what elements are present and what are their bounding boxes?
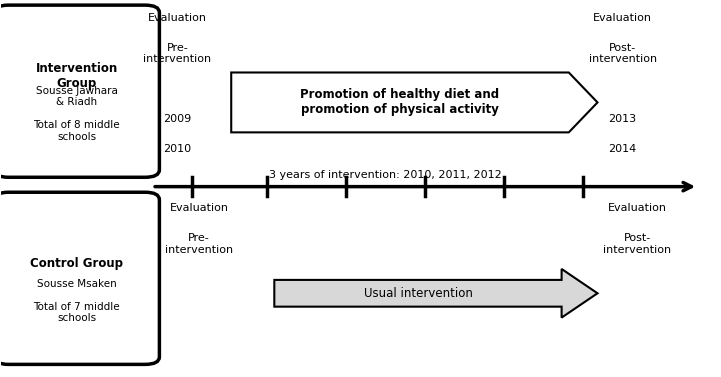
Text: Control Group: Control Group [30,257,123,270]
Polygon shape [274,269,598,317]
Text: Sousse Msaken

Total of 7 middle
schools: Sousse Msaken Total of 7 middle schools [33,267,120,323]
Text: Post-
intervention: Post- intervention [588,43,657,64]
Text: Promotion of healthy diet and
promotion of physical activity: Promotion of healthy diet and promotion … [301,89,500,116]
Text: 2014: 2014 [609,144,637,153]
Text: 2013: 2013 [609,113,637,124]
Text: Evaluation: Evaluation [608,204,666,213]
Text: 2010: 2010 [163,144,191,153]
Text: 2009: 2009 [163,113,192,124]
Polygon shape [231,72,598,132]
FancyBboxPatch shape [0,192,159,365]
Text: Pre-
intervention: Pre- intervention [143,43,211,64]
Text: Post-
intervention: Post- intervention [603,233,671,255]
Text: Pre-
intervention: Pre- intervention [165,233,233,255]
Text: Usual intervention: Usual intervention [363,287,472,300]
FancyBboxPatch shape [0,5,159,177]
Text: Evaluation: Evaluation [148,12,207,23]
Text: 3 years of intervention: 2010, 2011, 2012: 3 years of intervention: 2010, 2011, 201… [269,170,502,180]
Text: Evaluation: Evaluation [169,204,229,213]
Text: Sousse Jawhara
& Riadh

Total of 8 middle
schools: Sousse Jawhara & Riadh Total of 8 middle… [33,74,120,142]
Text: Evaluation: Evaluation [593,12,653,23]
Text: Intervention
Group: Intervention Group [35,62,118,90]
